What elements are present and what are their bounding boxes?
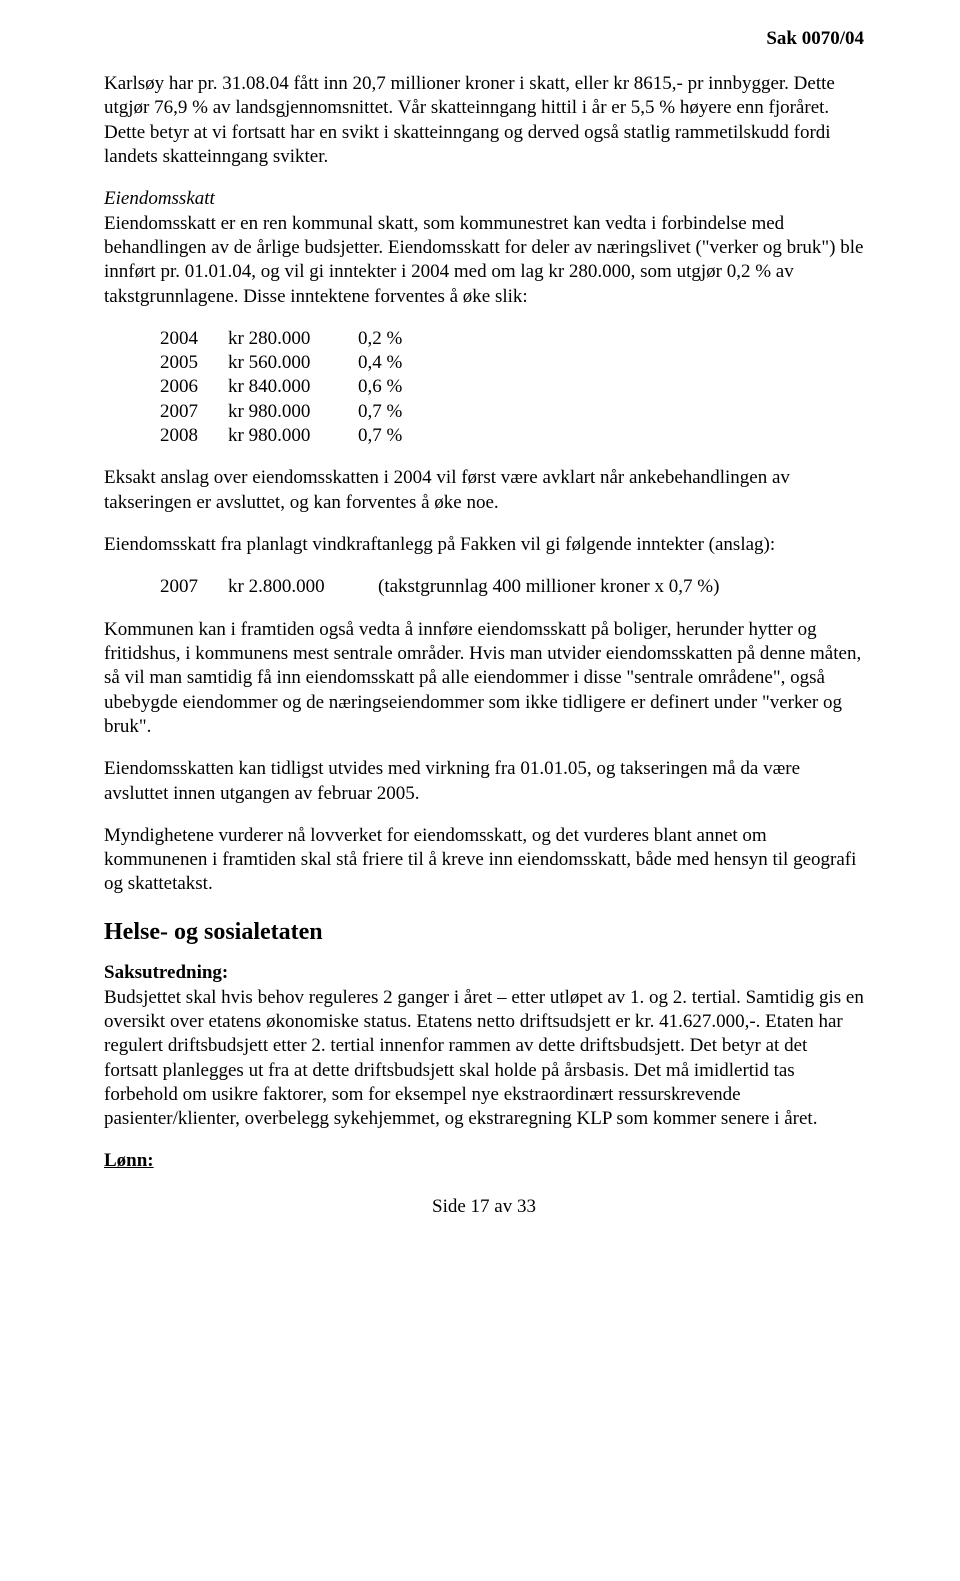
cell-amount: kr 980.000 — [228, 424, 358, 448]
cell-amount: kr 980.000 — [228, 400, 358, 424]
table-row: 2007 kr 2.800.000 (takstgrunnlag 400 mil… — [160, 575, 864, 599]
table-row: 2007 kr 980.000 0,7 % — [160, 400, 864, 424]
table-row: 2006 kr 840.000 0,6 % — [160, 375, 864, 399]
cell-note: (takstgrunnlag 400 millioner kroner x 0,… — [378, 575, 864, 599]
cell-amount: kr 2.800.000 — [228, 575, 378, 599]
forecast-table-2: 2007 kr 2.800.000 (takstgrunnlag 400 mil… — [160, 575, 864, 599]
saksutredning-label: Saksutredning: — [104, 962, 864, 984]
forecast-table-1: 2004 kr 280.000 0,2 % 2005 kr 560.000 0,… — [160, 327, 864, 449]
cell-year: 2007 — [160, 575, 228, 599]
section-heading: Helse- og sosialetaten — [104, 919, 864, 946]
paragraph-utvides: Eiendomsskatten kan tidligst utvides med… — [104, 757, 864, 806]
paragraph-vindkraft: Eiendomsskatt fra planlagt vindkraftanle… — [104, 533, 864, 557]
paragraph-myndighetene: Myndighetene vurderer nå lovverket for e… — [104, 824, 864, 897]
page-footer: Side 17 av 33 — [104, 1196, 864, 1218]
eiendom-heading: Eiendomsskatt — [104, 188, 215, 209]
cell-pct: 0,2 % — [358, 327, 438, 351]
cell-year: 2005 — [160, 351, 228, 375]
case-reference: Sak 0070/04 — [104, 28, 864, 50]
table-row: 2008 kr 980.000 0,7 % — [160, 424, 864, 448]
paragraph-kommunen: Kommunen kan i framtiden også vedta å in… — [104, 618, 864, 740]
eiendom-body: Eiendomsskatt er en ren kommunal skatt, … — [104, 213, 863, 307]
lonn-label: Lønn: — [104, 1150, 864, 1172]
document-page: Sak 0070/04 Karlsøy har pr. 31.08.04 fåt… — [0, 0, 960, 1581]
table-row: 2004 kr 280.000 0,2 % — [160, 327, 864, 351]
cell-pct: 0,7 % — [358, 424, 438, 448]
cell-amount: kr 840.000 — [228, 375, 358, 399]
cell-year: 2008 — [160, 424, 228, 448]
paragraph-intro: Karlsøy har pr. 31.08.04 fått inn 20,7 m… — [104, 72, 864, 169]
cell-year: 2004 — [160, 327, 228, 351]
cell-pct: 0,4 % — [358, 351, 438, 375]
cell-amount: kr 560.000 — [228, 351, 358, 375]
cell-pct: 0,6 % — [358, 375, 438, 399]
paragraph-anslag: Eksakt anslag over eiendomsskatten i 200… — [104, 466, 864, 515]
table-row: 2005 kr 560.000 0,4 % — [160, 351, 864, 375]
cell-amount: kr 280.000 — [228, 327, 358, 351]
cell-pct: 0,7 % — [358, 400, 438, 424]
paragraph-eiendom: Eiendomsskatt Eiendomsskatt er en ren ko… — [104, 187, 864, 309]
cell-year: 2007 — [160, 400, 228, 424]
paragraph-budsjett: Budsjettet skal hvis behov reguleres 2 g… — [104, 986, 864, 1132]
cell-year: 2006 — [160, 375, 228, 399]
